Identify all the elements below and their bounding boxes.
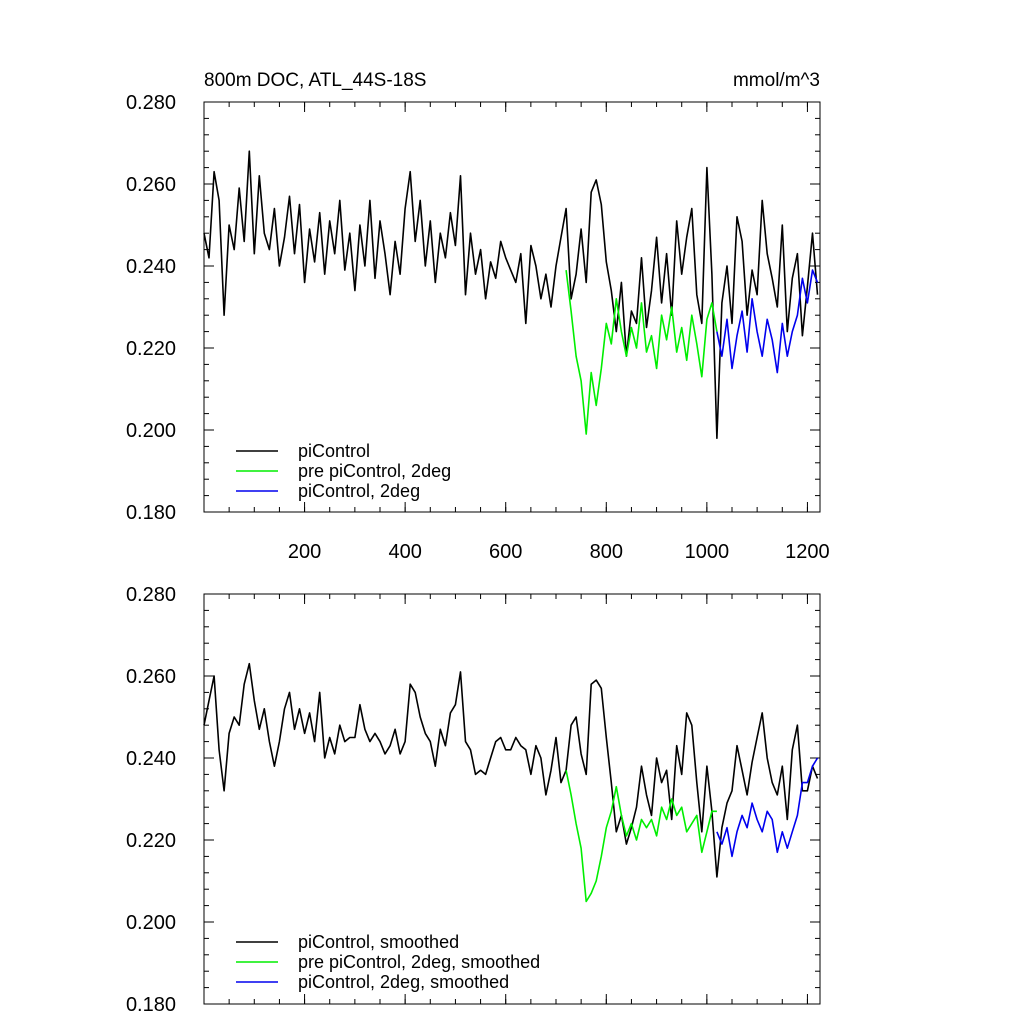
x-tick-label: 600 bbox=[489, 541, 522, 563]
chart-title: 800m DOC, ATL_44S-18S bbox=[204, 70, 426, 91]
minor-ticks bbox=[204, 593, 820, 1005]
x-tick-label: 800 bbox=[590, 541, 623, 563]
legend-label: pre piControl, 2deg, smoothed bbox=[298, 952, 540, 972]
series-line bbox=[565, 270, 718, 435]
y-tick-label: 0.200 bbox=[126, 420, 176, 442]
series-line bbox=[716, 269, 819, 374]
legend-label: pre piControl, 2deg bbox=[298, 461, 451, 481]
x-axis: 200 400 600 800 1000 1200 bbox=[288, 102, 830, 563]
bottom-panel: 0.180 0.200 0.220 0.240 0.260 0.280 piControl… bbox=[126, 584, 821, 1016]
x-tick-label: 1200 bbox=[785, 541, 830, 563]
y-tick-label: 0.240 bbox=[126, 256, 176, 278]
legend-label: piControl, 2deg, smoothed bbox=[298, 972, 509, 992]
x-tick-label: 400 bbox=[388, 541, 421, 563]
y-axis: 0.180 0.200 0.220 0.240 0.260 0.280 bbox=[126, 584, 820, 1016]
y-tick-label: 0.200 bbox=[126, 912, 176, 934]
series-line bbox=[565, 770, 717, 903]
legend-label: piControl bbox=[298, 441, 370, 461]
y-tick-label: 0.180 bbox=[126, 994, 176, 1016]
series-line bbox=[203, 662, 819, 878]
series-group bbox=[203, 150, 819, 440]
plot-frame bbox=[203, 593, 821, 1005]
top-panel: 800m DOC, ATL_44S-18S mmol/m^3 200 400 600… bbox=[126, 70, 830, 563]
x-axis bbox=[304, 594, 808, 1004]
series-line bbox=[203, 150, 819, 440]
y-tick-label: 0.280 bbox=[126, 584, 176, 606]
y-tick-label: 0.260 bbox=[126, 174, 176, 196]
y-tick-label: 0.280 bbox=[126, 92, 176, 114]
y-tick-label: 0.240 bbox=[126, 748, 176, 770]
x-tick-label: 1000 bbox=[685, 541, 730, 563]
y-tick-label: 0.220 bbox=[126, 830, 176, 852]
x-tick-label: 200 bbox=[288, 541, 321, 563]
units-label: mmol/m^3 bbox=[733, 70, 820, 91]
legend-label: piControl, smoothed bbox=[298, 932, 459, 952]
y-tick-label: 0.220 bbox=[126, 338, 176, 360]
series-group bbox=[203, 662, 819, 903]
legend-label: piControl, 2deg bbox=[298, 481, 420, 501]
legend: piControl pre piControl, 2deg piControl,… bbox=[236, 441, 451, 501]
series-line bbox=[716, 757, 819, 858]
plot-frame bbox=[203, 101, 821, 513]
y-tick-label: 0.260 bbox=[126, 666, 176, 688]
y-axis: 0.180 0.200 0.220 0.240 0.260 0.280 bbox=[126, 92, 820, 524]
y-tick-label: 0.180 bbox=[126, 502, 176, 524]
legend: piControl, smoothed pre piControl, 2deg,… bbox=[236, 932, 540, 992]
minor-ticks bbox=[204, 101, 820, 513]
